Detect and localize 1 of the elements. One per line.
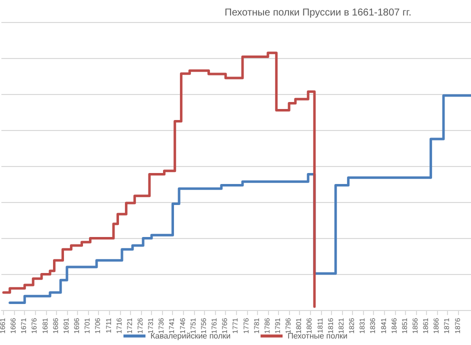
chart-title: Пехотные полки Пруссии в 1661-1807 гг.: [224, 8, 412, 18]
